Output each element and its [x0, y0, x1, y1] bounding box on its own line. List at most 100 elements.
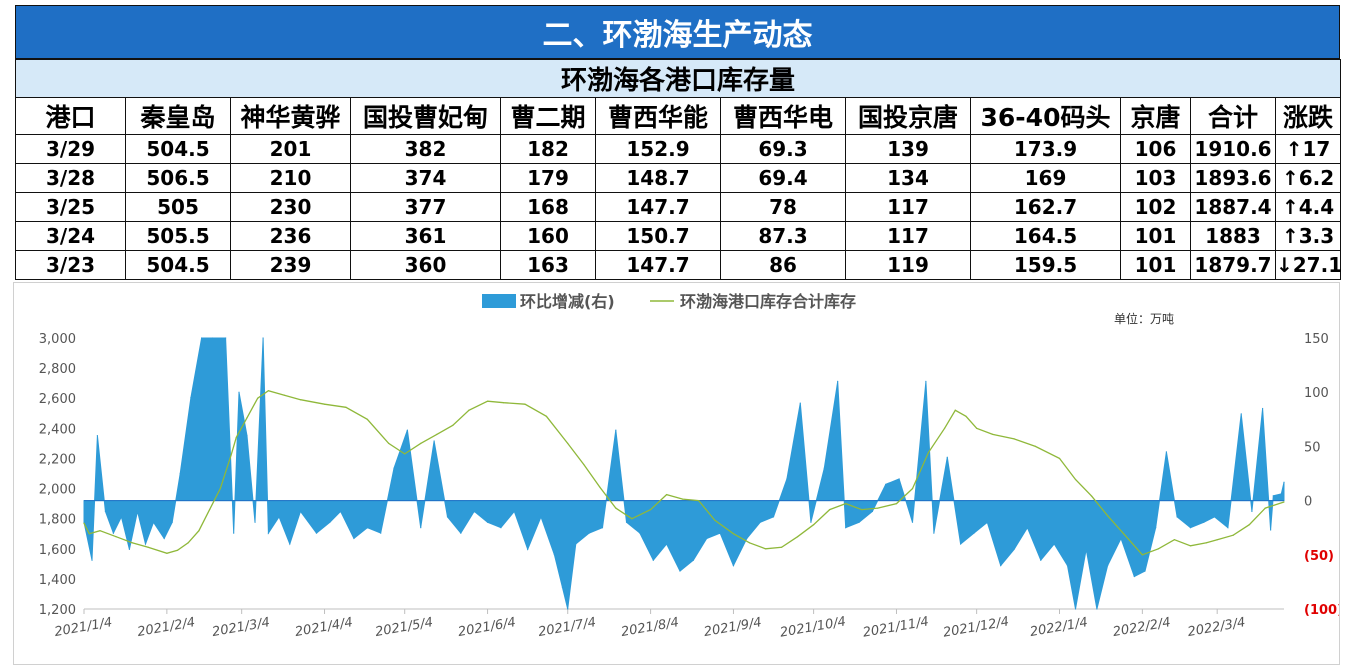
table-header-cell: 港口 — [15, 97, 126, 135]
left-axis-tick-label: 2,400 — [39, 422, 76, 437]
table-cell: 505.5 — [125, 221, 231, 251]
inventory-point — [420, 442, 422, 444]
change-point — [163, 537, 165, 540]
change-point — [1107, 565, 1109, 567]
inventory-point — [615, 507, 617, 509]
change-point — [527, 548, 529, 550]
port-inventory-table: 环渤海各港口库存量 港口 秦皇岛 神华黄骅 国投曹妃甸 曹二期 曹西华能 曹西华电 国投京唐 3… — [14, 59, 1342, 280]
table-cell: 69.3 — [720, 134, 846, 164]
table-cell: 103 — [1120, 163, 1191, 193]
table-cell: 182 — [500, 134, 596, 164]
change-point — [1053, 543, 1055, 545]
table-cell: 179 — [500, 163, 596, 193]
change-point — [1040, 559, 1042, 561]
change-point — [575, 543, 577, 545]
inventory-point — [147, 546, 149, 548]
table-cell: 159.5 — [970, 250, 1121, 280]
inventory-point — [845, 503, 847, 505]
change-point — [1251, 510, 1253, 513]
table-header-cell: 曹西华能 — [595, 97, 721, 135]
table-header-cell: 国投京唐 — [845, 97, 971, 135]
table-cell: 505 — [125, 192, 231, 222]
change-point — [679, 570, 681, 572]
change-point — [946, 456, 948, 458]
left-axis-tick-label: 3,000 — [39, 332, 76, 347]
table-row: 3/28 506.5 210 374 179 148.7 69.4 134 169 103 1893… — [15, 163, 1342, 193]
right-axis-tick-label: 0 — [1304, 495, 1312, 510]
change-point — [601, 527, 604, 529]
change-point — [772, 516, 775, 518]
change-point — [420, 527, 422, 529]
table-cell: 101 — [1120, 250, 1191, 280]
change-point — [1213, 516, 1216, 518]
inventory-point — [1264, 507, 1266, 509]
change-point — [120, 516, 123, 518]
unit-label: 单位：万吨 — [1114, 311, 1174, 326]
table-cell: 152.9 — [595, 134, 721, 164]
change-point — [152, 521, 155, 523]
change-area — [83, 337, 1285, 610]
inventory-point — [176, 549, 179, 551]
change-point — [1189, 527, 1192, 529]
change-point — [973, 532, 975, 534]
change-point — [588, 532, 590, 534]
inventory-point — [1283, 501, 1285, 503]
change-point — [567, 608, 569, 610]
table-cell: 1887.4 — [1190, 192, 1276, 222]
inventory-point — [209, 509, 211, 511]
right-axis-tick-label: (100) — [1304, 603, 1339, 618]
inventory-point — [502, 402, 505, 404]
inventory-point — [796, 536, 799, 538]
section-banner: 二、环渤海生产动态 — [15, 5, 1340, 59]
table-cell: 102 — [1120, 192, 1191, 222]
change-point — [719, 532, 721, 534]
change-point — [615, 429, 617, 431]
change-point — [871, 510, 874, 513]
table-row: 3/23 504.5 239 360 163 147.7 86 119 159.5 101 1879… — [15, 250, 1342, 280]
inventory-point — [166, 552, 168, 554]
change-point — [706, 537, 708, 540]
change-point — [837, 380, 839, 382]
inventory-point — [283, 394, 286, 396]
x-axis-tick-label: 2021/9/4 — [703, 615, 763, 640]
table-cell: 164.5 — [970, 221, 1121, 251]
x-axis-tick-label: 2021/12/4 — [942, 614, 1010, 640]
change-point — [759, 521, 761, 523]
change-point — [933, 532, 935, 534]
table-cell: 1879.7 — [1190, 250, 1276, 280]
inventory-point — [246, 417, 248, 419]
table-cell: 1883 — [1190, 221, 1276, 251]
change-point — [91, 559, 93, 561]
table-cell: 361 — [350, 221, 501, 251]
table-header-cell: 涨跌 — [1274, 97, 1342, 135]
inventory-point — [1034, 445, 1037, 447]
change-point — [732, 565, 735, 567]
change-point — [561, 586, 563, 588]
change-point — [1120, 537, 1122, 540]
change-point — [96, 434, 98, 437]
inventory-point — [780, 546, 783, 548]
change-point — [885, 483, 887, 485]
inventory-point — [567, 442, 569, 444]
x-axis-tick-label: 2021/7/4 — [537, 615, 597, 640]
table-cell: 377 — [350, 192, 501, 222]
change-point — [1165, 451, 1168, 453]
x-axis-tick-label: 2021/3/4 — [211, 615, 271, 640]
inventory-point — [1013, 438, 1015, 440]
inventory-point — [895, 503, 898, 505]
change-point — [1155, 527, 1157, 529]
table-cell: 139 — [845, 134, 971, 164]
inventory-point — [1157, 548, 1159, 550]
table-title-row: 环渤海各港口库存量 — [14, 59, 1342, 98]
inventory-point — [1189, 545, 1192, 547]
x-axis-tick-label: 2022/1/4 — [1029, 615, 1089, 640]
inventory-point — [1248, 524, 1250, 526]
x-axis-tick-label: 2021/2/4 — [136, 615, 196, 640]
table-cell: 150.7 — [595, 221, 721, 251]
inventory-point — [583, 463, 585, 466]
inventory-point — [323, 403, 326, 405]
inventory-point — [366, 418, 368, 420]
inventory-point — [1173, 539, 1176, 541]
table-cell: 147.7 — [595, 250, 721, 280]
legend-label-inventory: 环渤海港口库存合计库存 — [680, 292, 856, 311]
